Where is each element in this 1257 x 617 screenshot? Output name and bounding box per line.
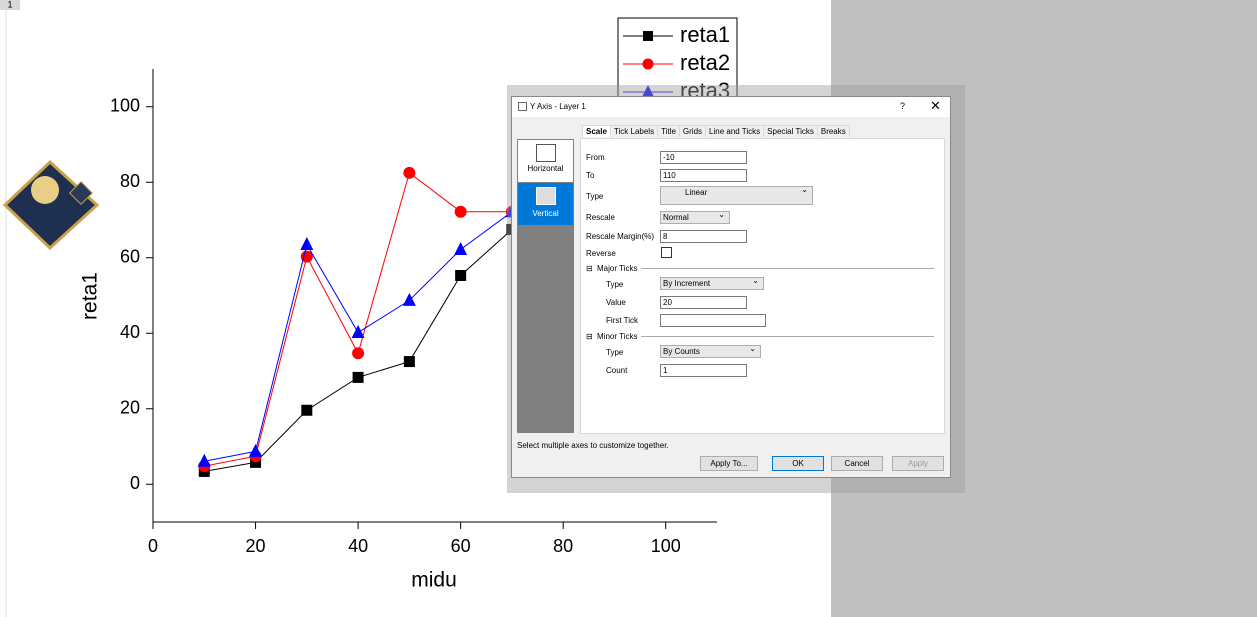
series-line	[204, 171, 512, 467]
axis-list: Horizontal Vertical	[517, 139, 574, 433]
field-label: Rescale Margin(%)	[586, 232, 655, 241]
margin-input[interactable]: 8	[660, 230, 747, 243]
legend-label: reta2	[680, 50, 730, 75]
tab[interactable]: Breaks	[816, 125, 850, 137]
marker	[455, 269, 467, 281]
section-title: Major Ticks	[597, 264, 638, 273]
field-label: Count	[606, 366, 628, 375]
separator	[641, 336, 934, 337]
tab[interactable]: Title	[657, 125, 680, 137]
field-label: First Tick	[606, 316, 638, 325]
legend-label: reta1	[680, 22, 730, 47]
legend	[617, 17, 738, 109]
from-input[interactable]: -10	[660, 151, 747, 164]
marker	[352, 371, 364, 383]
tab[interactable]: Grids	[678, 125, 707, 137]
marker	[249, 443, 263, 457]
x-tick-label: 0	[148, 536, 158, 556]
marker	[643, 31, 653, 41]
field-label: Type	[586, 192, 604, 201]
marker	[351, 324, 365, 338]
marker	[402, 292, 416, 306]
marker	[454, 241, 468, 255]
field-label: Type	[606, 348, 624, 357]
axis-item-label: Horizontal	[527, 164, 564, 173]
x-tick-label: 80	[553, 536, 573, 556]
avatar-icon	[2, 159, 100, 251]
minor-type-select[interactable]: By Counts	[660, 343, 761, 358]
minor-count-input[interactable]: 1	[660, 364, 747, 377]
y-tick-label: 100	[110, 96, 140, 116]
dialog-note: Select multiple axes to customize togeth…	[517, 441, 669, 450]
tab[interactable]: Line and Ticks	[705, 125, 765, 137]
app-icon	[518, 102, 527, 111]
title-bar: Y Axis - Layer 1 ? ✕	[512, 97, 950, 117]
marker	[403, 166, 416, 179]
cancel-button[interactable]: Cancel	[831, 456, 883, 471]
tab-strip: Scale Tick Labels Title Grids Line and Ticks…	[582, 125, 850, 137]
dialog: Y Axis - Layer 1 ? ✕ Scale Tick Labels Tit…	[511, 96, 951, 478]
close-button[interactable]: ✕	[930, 98, 941, 113]
first-tick-input[interactable]	[660, 314, 766, 327]
marker	[300, 237, 314, 251]
tab[interactable]: Scale	[582, 125, 611, 137]
section-toggle[interactable]: ⊟	[586, 332, 593, 341]
field-label: Value	[606, 298, 626, 307]
marker	[454, 205, 467, 218]
marker	[403, 356, 415, 368]
field-label: Reverse	[586, 249, 616, 258]
help-button[interactable]: ?	[900, 101, 906, 111]
marker	[301, 404, 313, 416]
section-title: Minor Ticks	[597, 332, 638, 341]
y-tick-label: 20	[120, 398, 140, 418]
tab[interactable]: Tick Labels	[609, 125, 659, 137]
field-label: Rescale	[586, 213, 615, 222]
apply-button[interactable]: Apply	[892, 456, 944, 471]
marker	[300, 250, 313, 263]
marker	[642, 58, 654, 70]
x-tick-label: 60	[451, 536, 471, 556]
x-tick-label: 40	[348, 536, 368, 556]
axis-item-selected[interactable]: Vertical	[518, 183, 573, 225]
rescale-select[interactable]: Normal	[660, 209, 730, 224]
axis-item[interactable]: Horizontal	[518, 140, 573, 182]
type-select[interactable]: Linear	[660, 184, 813, 205]
window-label: 1	[7, 0, 12, 9]
section-toggle[interactable]: ⊟	[586, 264, 593, 273]
field-label: Type	[606, 280, 624, 289]
marker	[197, 453, 211, 467]
dialog-title: Y Axis - Layer 1	[530, 102, 586, 111]
x-axis-title: midu	[411, 569, 457, 592]
y-axis-title: reta1	[79, 272, 102, 320]
axis-item-label: Vertical	[532, 209, 559, 218]
to-input[interactable]: 110	[660, 169, 747, 182]
y-tick-label: 60	[120, 247, 140, 267]
field-label: To	[586, 171, 595, 180]
x-tick-label: 20	[246, 536, 266, 556]
y-tick-label: 40	[120, 322, 140, 342]
tab[interactable]: Special Ticks	[763, 125, 818, 137]
tab-panel: From -10 To 110 Type Linear Rescale Norm…	[580, 138, 945, 434]
marker	[642, 85, 654, 97]
marker	[352, 347, 365, 360]
field-label: From	[586, 153, 605, 162]
y-tick-label: 80	[120, 171, 140, 191]
window-tab	[0, 0, 20, 10]
major-value-input[interactable]: 20	[660, 296, 747, 309]
separator	[641, 268, 934, 269]
y-tick-label: 0	[130, 473, 140, 493]
ok-button[interactable]: OK	[772, 456, 824, 471]
reverse-checkbox[interactable]	[661, 247, 672, 258]
apply-to-button[interactable]: Apply To...	[700, 456, 758, 471]
major-type-select[interactable]: By Increment	[660, 275, 764, 290]
x-tick-label: 100	[651, 536, 681, 556]
marker	[250, 456, 262, 468]
